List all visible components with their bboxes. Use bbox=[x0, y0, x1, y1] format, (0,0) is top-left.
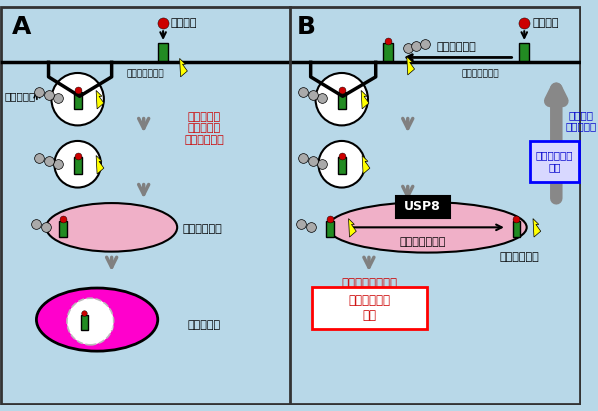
Text: 増殖因子受容体: 増殖因子受容体 bbox=[461, 69, 499, 78]
Text: ユビキチン: ユビキチン bbox=[5, 91, 36, 101]
Text: 化学シグナル
減衰: 化学シグナル 減衰 bbox=[348, 294, 390, 322]
FancyBboxPatch shape bbox=[1, 7, 579, 404]
FancyBboxPatch shape bbox=[338, 92, 346, 109]
Text: 化学シグナル
持続: 化学シグナル 持続 bbox=[536, 150, 573, 172]
Text: リソソームで分解: リソソームで分解 bbox=[341, 277, 397, 290]
Text: USP8: USP8 bbox=[404, 201, 441, 213]
FancyBboxPatch shape bbox=[74, 92, 81, 109]
Text: エンドソーム: エンドソーム bbox=[499, 252, 539, 262]
FancyBboxPatch shape bbox=[396, 196, 450, 218]
Text: 増殖因子: 増殖因子 bbox=[171, 18, 197, 28]
Ellipse shape bbox=[328, 202, 527, 253]
Polygon shape bbox=[361, 90, 369, 109]
Polygon shape bbox=[407, 56, 414, 75]
Text: 増殖因子: 増殖因子 bbox=[532, 18, 559, 28]
Text: 細胞膜に
リサイクル: 細胞膜に リサイクル bbox=[565, 110, 596, 132]
Text: 脱ユビキチン化: 脱ユビキチン化 bbox=[399, 237, 446, 247]
Ellipse shape bbox=[46, 203, 177, 252]
Polygon shape bbox=[179, 58, 187, 77]
Polygon shape bbox=[362, 155, 370, 174]
Polygon shape bbox=[96, 155, 104, 174]
FancyBboxPatch shape bbox=[512, 221, 520, 237]
Polygon shape bbox=[96, 90, 104, 109]
FancyBboxPatch shape bbox=[312, 286, 427, 329]
FancyBboxPatch shape bbox=[383, 43, 393, 62]
Circle shape bbox=[51, 73, 104, 125]
Text: A: A bbox=[11, 15, 31, 39]
Text: エンドソーム: エンドソーム bbox=[182, 224, 222, 234]
Text: ユビキチン化: ユビキチン化 bbox=[437, 42, 476, 52]
Circle shape bbox=[316, 73, 368, 125]
Circle shape bbox=[319, 141, 365, 187]
FancyBboxPatch shape bbox=[74, 157, 81, 174]
Polygon shape bbox=[533, 219, 541, 237]
FancyBboxPatch shape bbox=[326, 221, 334, 237]
Text: B: B bbox=[297, 15, 316, 39]
Text: リソソーム: リソソーム bbox=[187, 321, 221, 330]
Circle shape bbox=[67, 298, 114, 345]
Ellipse shape bbox=[36, 288, 158, 351]
Text: 分解: 分解 bbox=[96, 315, 114, 330]
FancyBboxPatch shape bbox=[520, 43, 529, 62]
Polygon shape bbox=[349, 219, 356, 237]
FancyBboxPatch shape bbox=[530, 141, 579, 182]
FancyBboxPatch shape bbox=[158, 43, 168, 62]
FancyBboxPatch shape bbox=[81, 315, 89, 330]
Text: 細胞応答を
引き起こす
化学シグナル: 細胞応答を 引き起こす 化学シグナル bbox=[184, 112, 224, 145]
FancyBboxPatch shape bbox=[59, 221, 67, 237]
Text: 増殖因子受容体: 増殖因子受容体 bbox=[126, 69, 164, 78]
Circle shape bbox=[54, 141, 101, 187]
FancyBboxPatch shape bbox=[338, 157, 346, 174]
